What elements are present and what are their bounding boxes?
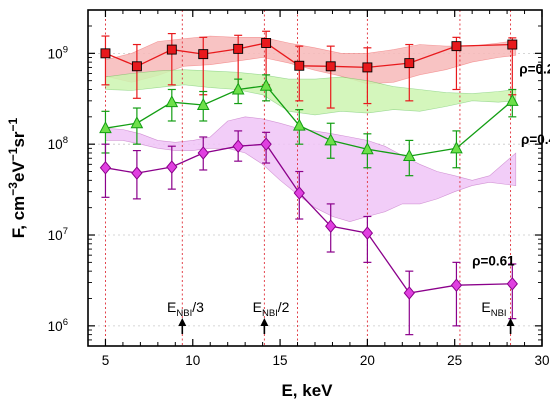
data-point-square [198, 49, 209, 60]
data-point-diamond [293, 186, 305, 200]
data-point-diamond [325, 219, 337, 233]
data-point-diamond [403, 286, 415, 300]
y-tick-label: 109 [48, 44, 68, 61]
data-point-square [261, 38, 272, 48]
annotation-arrow-head [506, 318, 515, 326]
x-tick-label: 15 [273, 353, 288, 368]
data-point-square [362, 62, 373, 73]
data-point-triangle [292, 118, 306, 131]
series-layer [99, 30, 519, 336]
data-point-diamond [361, 226, 374, 240]
data-point-square [325, 61, 336, 72]
y-tick-exponent: 7 [63, 226, 68, 237]
data-point-diamond [506, 277, 518, 291]
annotations-layer: ENBI/3 ENBI/2 ENBI [167, 299, 515, 334]
data-point-square [166, 44, 177, 55]
annotation-base: E [167, 299, 176, 315]
y-tick-label: 106 [48, 317, 68, 334]
series-label: ρ=0.23 [519, 61, 550, 76]
y-tick-exponent: 8 [63, 135, 68, 146]
data-point-square [233, 43, 244, 54]
data-point-diamond [99, 160, 112, 175]
y-tick-exponent: 6 [63, 317, 68, 328]
data-point-square [100, 48, 111, 59]
annotation-label: ENBI/3 [167, 299, 204, 319]
data-point-square [404, 58, 415, 69]
annotation-subscript: NBI [491, 308, 507, 319]
annotation-label: ENBI/2 [253, 299, 290, 319]
y-tick-base: 10 [48, 228, 63, 243]
y-label-exponent: −3 [6, 182, 20, 196]
x-tick-label: 25 [447, 353, 462, 368]
y-tick-exponent: 9 [63, 44, 68, 55]
data-point-triangle [402, 148, 416, 162]
data-point-triangle [324, 133, 338, 146]
y-tick-label: 107 [48, 226, 68, 243]
annotation-suffix: /2 [278, 299, 290, 315]
data-point-square [507, 39, 518, 50]
series-line [105, 143, 513, 294]
data-point-diamond [260, 137, 272, 151]
data-point-triangle [259, 78, 273, 91]
uncertainty-band [105, 69, 517, 116]
y-tick-base: 10 [48, 137, 63, 152]
data-point-triangle [505, 93, 519, 106]
x-tick-label: 10 [185, 353, 200, 368]
y-label-part: F, cm [9, 196, 28, 239]
annotation-arrow-head [260, 318, 269, 326]
y-axis-label: F, cm−3eV−1sr−1 [6, 117, 28, 238]
annotation-subscript: NBI [176, 308, 192, 319]
x-axis-label: E, keV [281, 381, 333, 400]
series-label: ρ=0.61 [472, 254, 515, 269]
y-tick-base: 10 [48, 46, 63, 61]
y-tick-base: 10 [48, 319, 63, 334]
data-point-triangle [361, 142, 374, 155]
series-line [105, 85, 513, 157]
data-point-square [131, 61, 142, 72]
annotation-label: ENBI [481, 299, 506, 319]
data-point-diamond [197, 146, 209, 160]
series-label: ρ=0.43 [521, 132, 550, 147]
annotation-base: E [253, 299, 262, 315]
annotation-suffix: /3 [192, 299, 204, 315]
data-point-diamond [232, 139, 244, 153]
labels-layer: ρ=0.23 ρ=0.43 ρ=0.61 [472, 61, 550, 268]
x-tick-label: 20 [360, 353, 375, 368]
x-tick-label: 30 [534, 353, 549, 368]
data-point-triangle [165, 95, 179, 108]
uncertainty-band [105, 116, 517, 223]
x-tick-label: 5 [102, 353, 110, 368]
annotation-arrow-head [178, 318, 187, 326]
data-point-square [294, 60, 305, 71]
data-point-square [451, 41, 462, 52]
series-line [105, 42, 513, 69]
data-point-diamond [166, 160, 178, 174]
data-point-triangle [231, 82, 245, 95]
y-label-part: eV [9, 161, 28, 182]
y-tick-label: 108 [48, 135, 68, 152]
data-point-diamond [131, 166, 143, 180]
uncertainty-band [105, 35, 517, 85]
y-label-exponent: −1 [6, 147, 20, 161]
data-point-triangle [196, 97, 210, 110]
data-point-triangle [450, 141, 463, 154]
data-point-triangle [99, 121, 112, 134]
data-point-triangle [130, 116, 144, 129]
y-label-part: sr [9, 131, 28, 147]
y-label-exponent: −1 [6, 117, 20, 131]
data-point-diamond [450, 278, 463, 293]
annotation-base: E [481, 299, 490, 315]
bands-layer [105, 35, 517, 223]
annotation-subscript: NBI [262, 308, 278, 319]
